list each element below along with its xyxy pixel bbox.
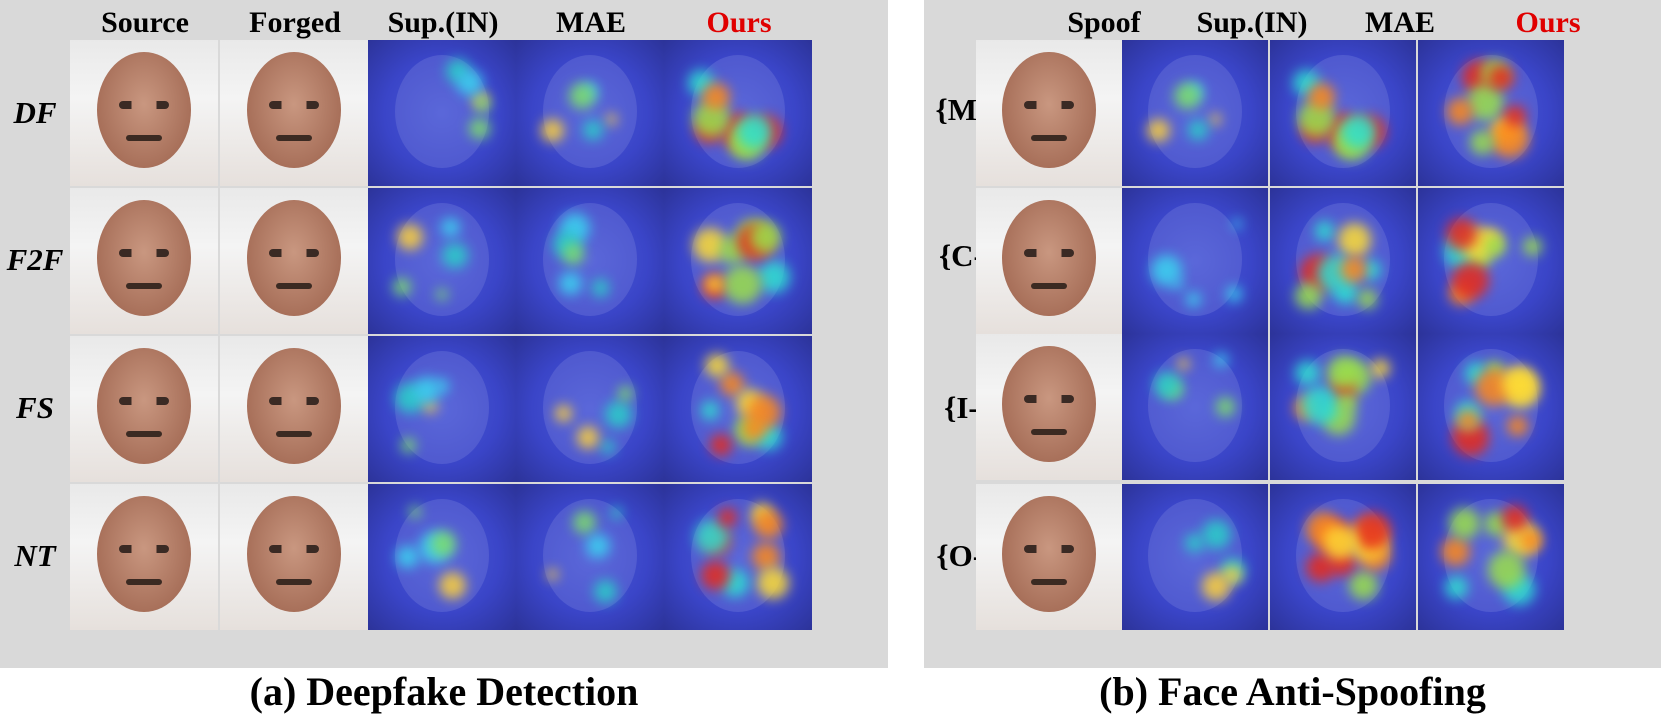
image-tile: [976, 40, 1122, 186]
caption-deepfake-detection: (a) Deepfake Detection: [249, 669, 639, 714]
image-tile: [70, 336, 218, 482]
image-tile: [1270, 334, 1416, 480]
image-tile: [1122, 188, 1268, 334]
deepfake-detection-panel: Source Forged Sup.(IN) MAE Ours DF F2F F…: [0, 0, 888, 668]
image-tile: [1418, 40, 1564, 186]
image-tile: [1418, 484, 1564, 630]
image-tile: [220, 188, 368, 334]
column-header-spoof: Spoof: [1067, 6, 1141, 39]
image-tile: [664, 484, 812, 630]
row-label-f2f: F2F: [6, 242, 64, 277]
image-tile: [1270, 484, 1416, 630]
image-tile: [664, 188, 812, 334]
image-tile: [368, 188, 516, 334]
image-tile: [516, 336, 664, 482]
image-tile: [976, 188, 1122, 334]
image-tile: [368, 40, 516, 186]
row-label-nt: NT: [14, 538, 56, 573]
column-header-sup-in: Sup.(IN): [1196, 6, 1308, 39]
image-tile: [976, 334, 1122, 480]
image-tile: [1122, 484, 1268, 630]
image-tile: [220, 40, 368, 186]
column-header-ours: Ours: [706, 6, 772, 39]
image-tile: [1270, 188, 1416, 334]
image-tile: [664, 40, 812, 186]
image-tile: [70, 40, 218, 186]
image-tile: [70, 484, 218, 630]
image-tile: [976, 484, 1122, 630]
column-header-sup-in: Sup.(IN): [387, 6, 499, 39]
image-tile: [1418, 188, 1564, 334]
face-anti-spoofing-panel: Spoof Sup.(IN) MAE Ours {M-P} {C-P} {I-P…: [924, 0, 1661, 668]
image-tile: [220, 484, 368, 630]
image-tile: [1270, 40, 1416, 186]
column-header-mae: MAE: [556, 6, 626, 39]
image-tile: [1122, 334, 1268, 480]
image-tile: [516, 188, 664, 334]
row-label-df: DF: [13, 95, 57, 130]
image-tile: [1418, 334, 1564, 480]
image-tile: [70, 188, 218, 334]
column-header-mae: MAE: [1365, 6, 1435, 39]
caption-face-anti-spoofing: (b) Face Anti-Spoofing: [1099, 669, 1486, 714]
column-header-ours: Ours: [1515, 6, 1581, 39]
image-tile: [1122, 40, 1268, 186]
column-header-forged: Forged: [249, 6, 341, 39]
image-tile: [368, 484, 516, 630]
row-label-fs: FS: [16, 390, 54, 425]
image-tile: [516, 40, 664, 186]
image-tile: [664, 336, 812, 482]
image-tile: [516, 484, 664, 630]
column-header-source: Source: [101, 6, 189, 39]
image-tile: [220, 336, 368, 482]
image-tile: [368, 336, 516, 482]
